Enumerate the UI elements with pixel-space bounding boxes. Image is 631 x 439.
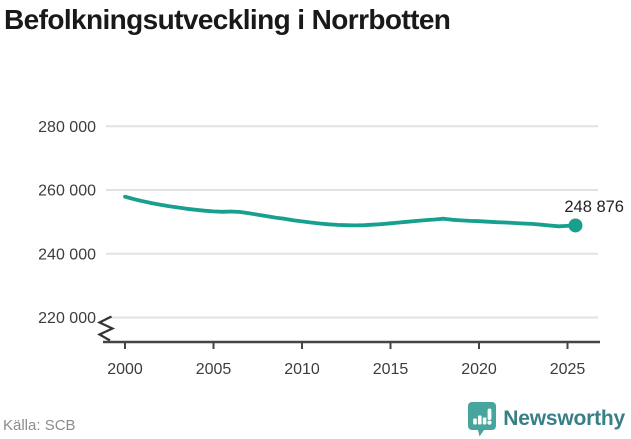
y-tick-label: 240 000	[38, 246, 96, 263]
source-label: Källa: SCB	[3, 417, 76, 434]
y-tick-label: 260 000	[38, 183, 96, 200]
chart-title: Befolkningsutveckling i Norrbotten	[4, 4, 451, 35]
bar-2	[478, 415, 482, 425]
end-value-label: 248 876	[564, 198, 624, 216]
population-line	[123, 194, 578, 229]
exclamation-bar	[487, 408, 492, 420]
newsworthy-logo: Newsworthy	[467, 401, 625, 437]
exclamation-dot	[487, 420, 492, 425]
bubble-shape	[468, 402, 497, 437]
newsworthy-bar-chart-bubble-icon	[468, 402, 497, 437]
x-tick-label: 2000	[107, 361, 143, 378]
x-tick-label: 2005	[196, 361, 232, 378]
x-tick-label: 2025	[550, 361, 586, 378]
newsworthy-wordmark: Newsworthy	[503, 407, 625, 430]
axis-break-icon	[96, 315, 116, 342]
end-point-dot	[568, 218, 583, 233]
y-tick-label: 220 000	[38, 310, 96, 327]
x-tick-label: 2015	[373, 361, 409, 378]
x-tick-label: 2020	[461, 361, 497, 378]
x-tick-label: 2010	[284, 361, 320, 378]
bar-3	[483, 417, 487, 425]
bar-1	[473, 418, 478, 425]
y-tick-label: 280 000	[38, 119, 96, 136]
